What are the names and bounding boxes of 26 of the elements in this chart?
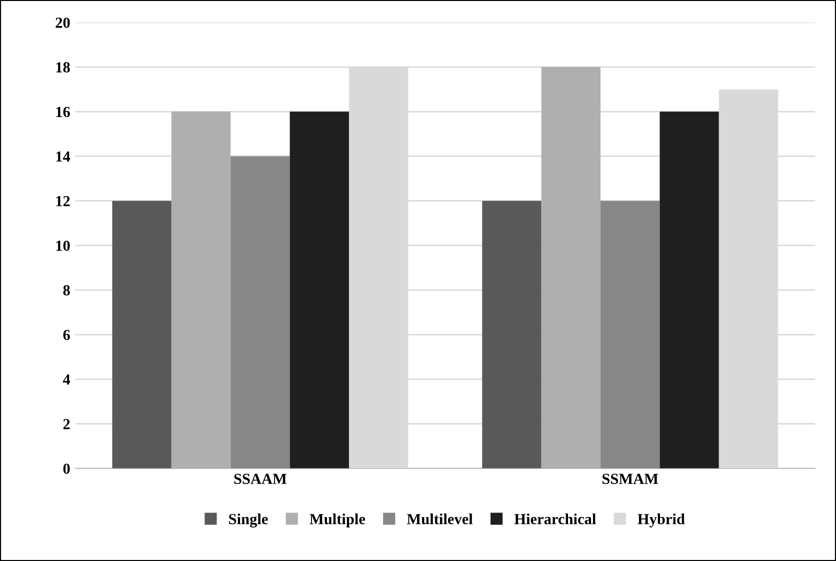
bar — [230, 156, 290, 468]
legend-label: Hierarchical — [514, 514, 596, 524]
y-tick-label: 6 — [63, 330, 70, 340]
legend-label: Hybrid — [638, 514, 685, 528]
y-tick-label: 18 — [56, 62, 70, 72]
x-tick-label: SSAAM — [234, 474, 287, 484]
y-tick-label: 20 — [56, 18, 70, 28]
legend-label: Multiple — [310, 514, 366, 528]
bar — [171, 112, 231, 468]
y-tick-label: 8 — [63, 285, 70, 296]
y-tick-label: 14 — [56, 151, 70, 162]
y-tick-label: 4 — [62, 374, 70, 385]
y-tick-label: 0 — [63, 464, 70, 474]
legend-label: Multilevel — [406, 514, 473, 524]
bar — [660, 112, 719, 468]
bar — [112, 200, 172, 468]
x-tick-label: SSMAM — [602, 474, 658, 484]
y-tick-label: 12 — [56, 196, 70, 206]
y-tick-label: 2 — [63, 419, 70, 430]
bar — [600, 200, 660, 468]
y-tick-label: 16 — [56, 106, 70, 118]
bar — [541, 67, 601, 468]
bar — [290, 112, 349, 468]
bar — [482, 200, 542, 468]
legend-label: Single — [229, 514, 268, 528]
y-tick-label: 10 — [56, 240, 70, 251]
